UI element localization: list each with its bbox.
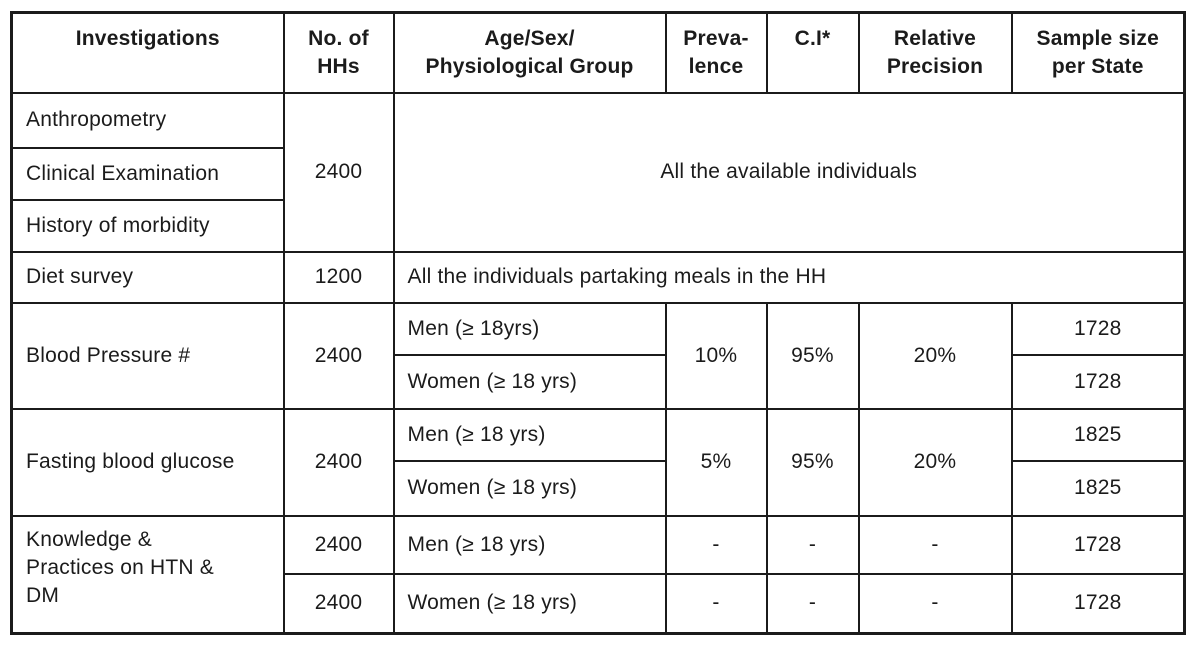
cell-knowledge-practices: Knowledge & Practices on HTN & DM xyxy=(10,514,285,635)
cell-fbg-men: Men (≥ 18 yrs) xyxy=(392,407,667,462)
cell-anthropometry: Anthropometry xyxy=(10,91,285,149)
cell-kp-ci-men: - xyxy=(765,514,860,575)
cell-fbg-sample-men: 1825 xyxy=(1010,407,1186,462)
cell-kp-relative-precision-men: - xyxy=(857,514,1013,575)
cell-kp-relative-precision-women: - xyxy=(857,572,1013,635)
cell-anthro-hhs: 2400 xyxy=(282,91,395,253)
table-row: Fasting blood glucose 2400 Men (≥ 18 yrs… xyxy=(10,407,1186,517)
header-investigations: Investigations xyxy=(10,11,285,94)
table-row: Women (≥ 18 yrs) 1825 xyxy=(12,459,1186,517)
table-row: Knowledge & Practices on HTN & DM 2400 M… xyxy=(10,514,1186,635)
cell-diet-survey: Diet survey xyxy=(10,250,285,304)
cell-kp-men: Men (≥ 18 yrs) xyxy=(392,514,667,575)
cell-bp-sample-women: 1728 xyxy=(1010,353,1186,410)
cell-anthro-note: All the available individuals xyxy=(392,91,1186,253)
cell-diet-hhs: 1200 xyxy=(282,250,395,304)
table-row: History of morbidity xyxy=(10,198,1185,253)
header-ci: C.I* xyxy=(765,11,860,94)
cell-fbg-sample-women: 1825 xyxy=(1010,459,1186,517)
cell-fbg-prevalence: 5% xyxy=(664,407,768,517)
table-row: Women (≥ 18 yrs) 1728 xyxy=(12,353,1186,410)
cell-kp-prevalence-men: - xyxy=(664,514,768,575)
header-age-sex-group: Age/Sex/ Physiological Group xyxy=(392,11,667,94)
cell-kp-hhs-men: 2400 xyxy=(282,514,395,575)
cell-diet-note: All the individuals partaking meals in t… xyxy=(392,250,1186,304)
cell-fbg-hhs: 2400 xyxy=(282,407,395,517)
cell-bp-sample-men: 1728 xyxy=(1010,301,1186,356)
header-no-of-hhs: No. of HHs xyxy=(282,11,395,94)
header-row: Investigations No. of HHs Age/Sex/ Physi… xyxy=(10,11,1186,94)
table-row: Blood Pressure # 2400 Men (≥ 18yrs) 10% … xyxy=(10,301,1186,410)
cell-fbg-ci: 95% xyxy=(765,407,860,517)
table-row: 2400 Women (≥ 18 yrs) - - - 1728 xyxy=(12,572,1186,635)
cell-bp-women: Women (≥ 18 yrs) xyxy=(392,353,667,410)
cell-bp-men: Men (≥ 18yrs) xyxy=(392,301,667,356)
cell-history-of-morbidity: History of morbidity xyxy=(10,198,285,253)
cell-bp-ci: 95% xyxy=(765,301,860,410)
sampling-design-table: Investigations No. of HHs Age/Sex/ Physi… xyxy=(10,11,1186,635)
cell-bp-relative-precision: 20% xyxy=(857,301,1013,410)
cell-fasting-blood-glucose: Fasting blood glucose xyxy=(10,407,285,517)
cell-bp-prevalence: 10% xyxy=(664,301,768,410)
table-row: Clinical Examination xyxy=(10,146,1185,201)
cell-kp-prevalence-women: - xyxy=(664,572,768,635)
table-row: Diet survey 1200 All the individuals par… xyxy=(10,250,1186,304)
cell-kp-sample-women: 1728 xyxy=(1010,572,1186,635)
cell-bp-hhs: 2400 xyxy=(282,301,395,410)
cell-kp-hhs-women: 2400 xyxy=(282,572,395,635)
header-relative-precision: Relative Precision xyxy=(857,11,1013,94)
cell-clinical-examination: Clinical Examination xyxy=(10,146,285,201)
cell-kp-women: Women (≥ 18 yrs) xyxy=(392,572,667,635)
cell-kp-sample-men: 1728 xyxy=(1010,514,1186,575)
cell-kp-ci-women: - xyxy=(765,572,860,635)
header-prevalence: Preva- lence xyxy=(664,11,768,94)
table-row: Anthropometry 2400 All the available ind… xyxy=(10,91,1186,253)
cell-fbg-women: Women (≥ 18 yrs) xyxy=(392,459,667,517)
cell-blood-pressure: Blood Pressure # xyxy=(10,301,285,410)
scanned-page: Investigations No. of HHs Age/Sex/ Physi… xyxy=(10,11,1186,635)
header-sample-size: Sample size per State xyxy=(1010,11,1186,94)
cell-fbg-relative-precision: 20% xyxy=(857,407,1013,517)
